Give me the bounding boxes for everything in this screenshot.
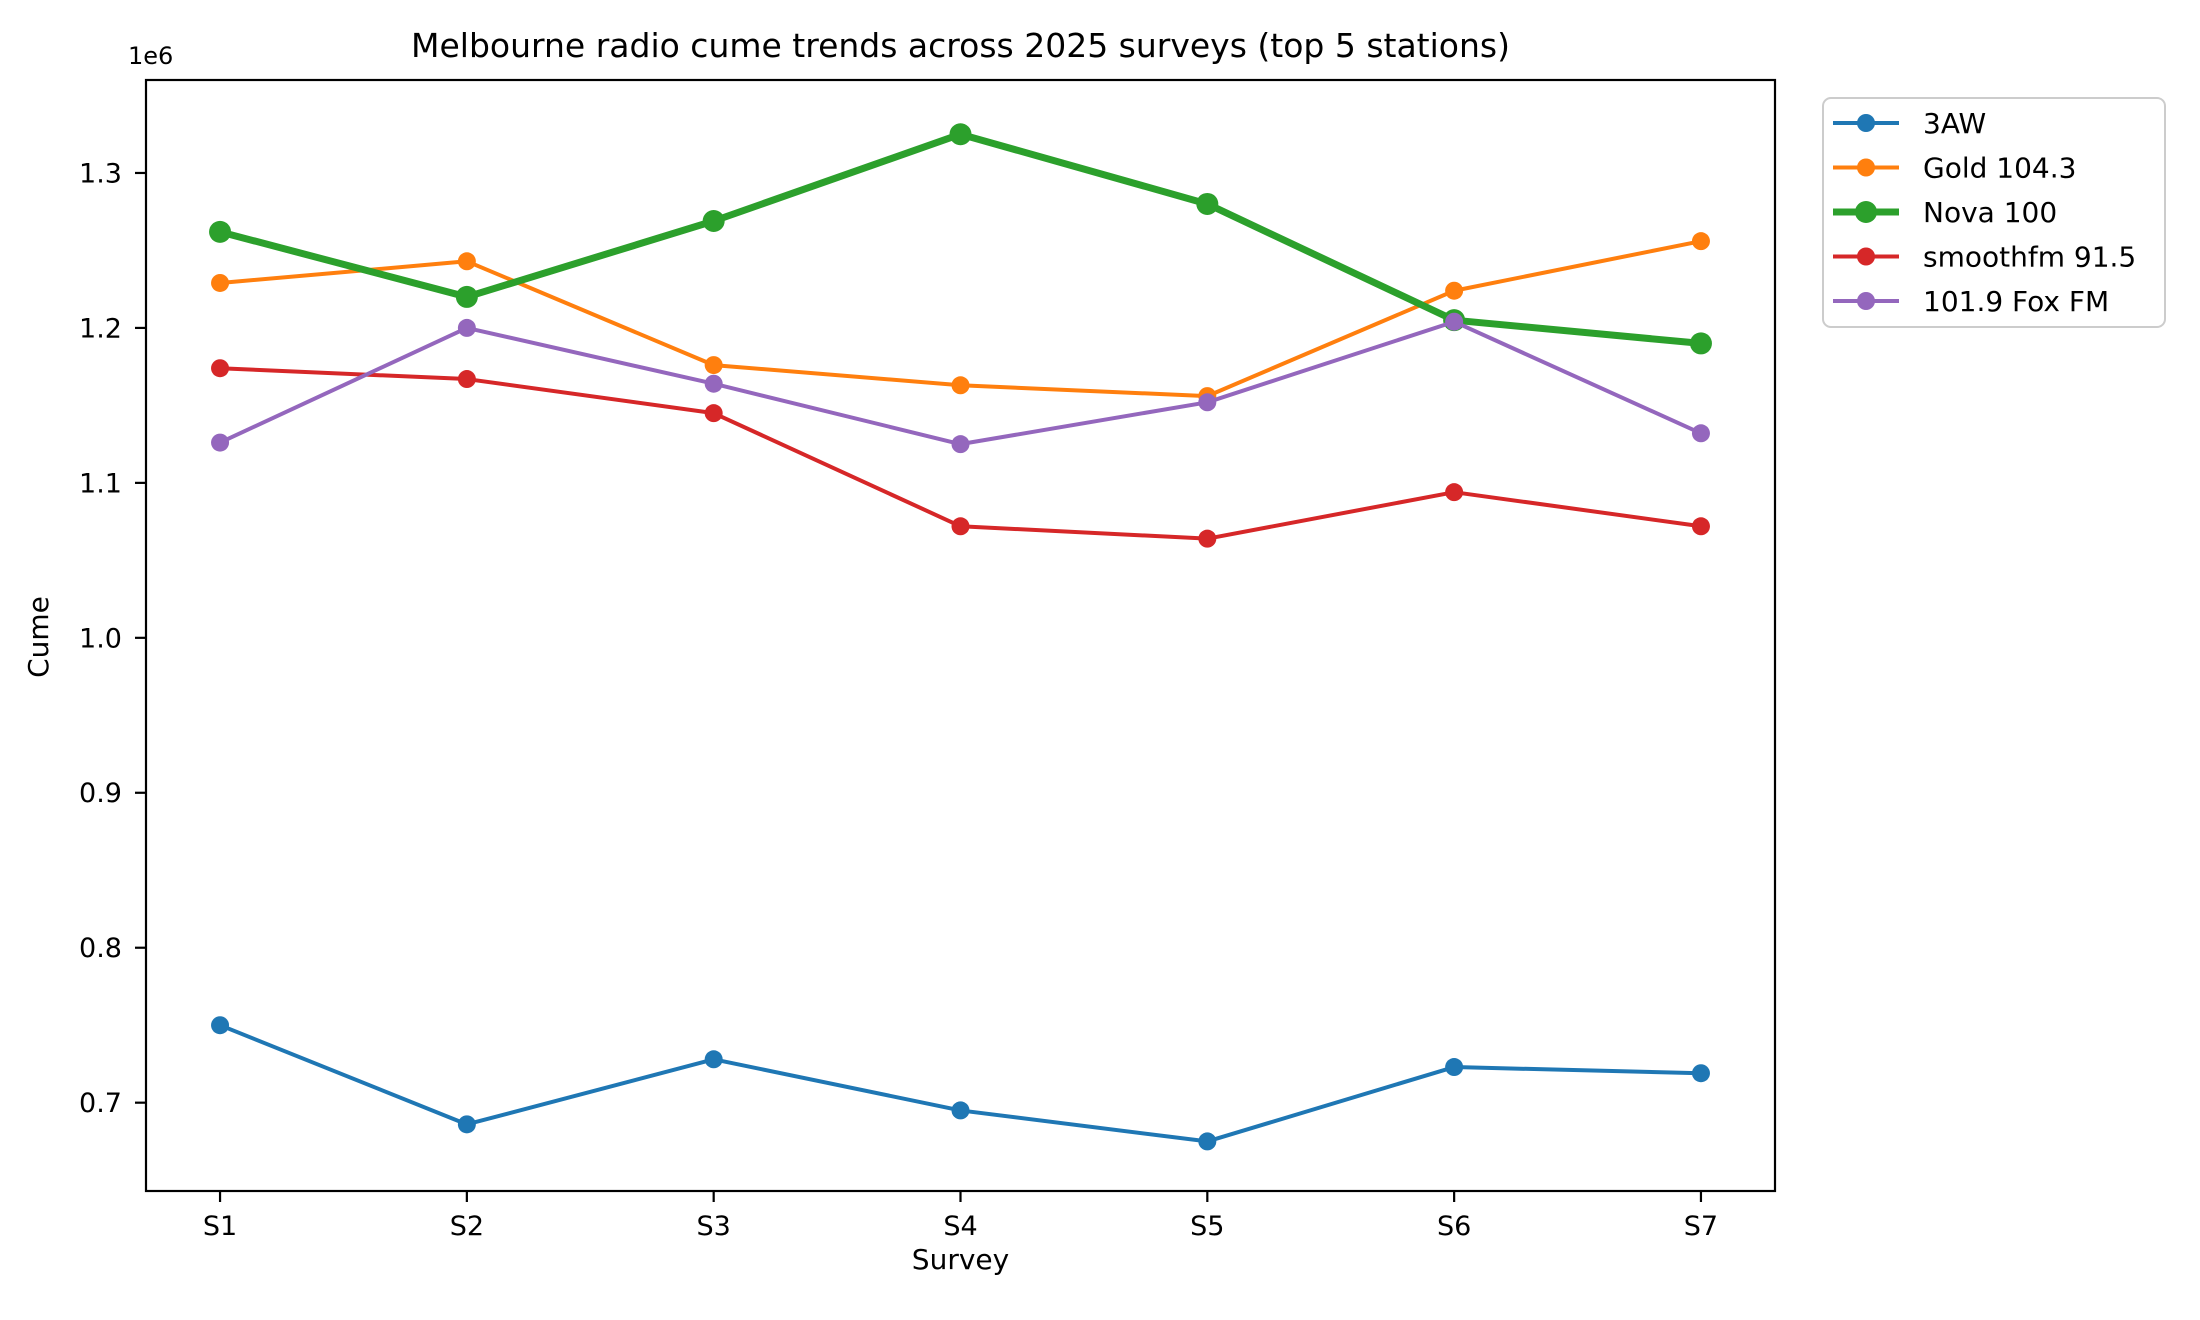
- legend-label: smoothfm 91.5: [1923, 240, 2136, 273]
- legend-label: 3AW: [1923, 107, 1986, 140]
- y-tick-label: 1.1: [79, 468, 122, 499]
- y-axis: 0.7 0.8 0.9 1.0 1.1 1.2 1.3: [79, 158, 146, 1119]
- legend-marker: [1857, 158, 1875, 177]
- data-point: [1691, 1064, 1710, 1083]
- data-point: [702, 210, 725, 233]
- data-point: [457, 370, 476, 389]
- data-point: [949, 123, 972, 146]
- data-point: [1445, 1058, 1464, 1077]
- legend-marker: [1857, 114, 1875, 132]
- series-nova-100: [209, 123, 1712, 355]
- legend: 3AW Gold 104.3 Nova 100 smoothfm 91.5 101.9 …: [1822, 97, 2166, 328]
- legend-item-101-9-fox-fm: 101.9 Fox FM: [1833, 285, 2109, 318]
- legend-box: [1822, 97, 2166, 328]
- x-tick-label: S7: [1684, 1211, 1718, 1242]
- series-3aw: [211, 1016, 1710, 1151]
- legend-label: Nova 100: [1923, 196, 2057, 229]
- data-point: [209, 220, 232, 243]
- data-point: [457, 318, 476, 337]
- y-tick-label: 1.3: [79, 158, 122, 189]
- series-line: [216, 130, 1705, 347]
- series-line: [218, 1023, 1703, 1144]
- data-point: [951, 376, 970, 395]
- x-tick-label: S4: [943, 1211, 977, 1242]
- data-point: [1445, 281, 1464, 300]
- data-point: [1691, 232, 1710, 251]
- y-tick-label: 0.8: [79, 933, 122, 964]
- data-point: [1196, 192, 1219, 215]
- data-point: [211, 1016, 230, 1035]
- x-tick-label: S5: [1190, 1211, 1224, 1242]
- legend-label: 101.9 Fox FM: [1923, 285, 2109, 318]
- x-tick-label: S2: [450, 1211, 484, 1242]
- series-line: [218, 239, 1703, 399]
- data-point: [457, 252, 476, 271]
- y-axis-label: Cume: [22, 596, 55, 678]
- x-tick-label: S3: [697, 1211, 731, 1242]
- legend-marker: [1857, 292, 1875, 310]
- data-point: [951, 435, 970, 454]
- data-point: [1198, 393, 1217, 412]
- legend-item-smoothfm-91-5: smoothfm 91.5: [1833, 240, 2136, 273]
- plot-frame: [144, 78, 1777, 1193]
- data-point: [951, 1101, 970, 1120]
- x-tick-label: S6: [1437, 1211, 1471, 1242]
- data-point: [704, 356, 723, 375]
- legend-item-3aw: 3AW: [1833, 107, 1986, 140]
- data-point: [1445, 483, 1464, 502]
- data-point: [1198, 1132, 1217, 1151]
- x-axis: S1 S2 S3 S4 S5 S6 S7: [203, 1191, 1718, 1242]
- y-tick-label: 1.0: [79, 623, 122, 654]
- x-axis-label: Survey: [911, 1243, 1010, 1276]
- data-point: [704, 404, 723, 423]
- data-point: [951, 517, 970, 536]
- data-point: [1445, 312, 1464, 331]
- legend-marker: [1855, 201, 1877, 223]
- data-point: [704, 374, 723, 393]
- data-point: [457, 1115, 476, 1134]
- data-point: [1689, 332, 1712, 355]
- y-tick-label: 1.2: [79, 313, 122, 344]
- legend-marker: [1857, 247, 1875, 266]
- series-smoothfm-91-5: [211, 359, 1710, 548]
- data-point: [455, 285, 478, 308]
- data-point: [211, 273, 230, 292]
- data-point: [1198, 529, 1217, 548]
- legend-item-nova-100: Nova 100: [1833, 196, 2057, 229]
- chart-title: Melbourne radio cume trends across 2025 …: [411, 26, 1510, 65]
- data-point: [211, 433, 230, 452]
- data-point: [211, 359, 230, 378]
- y-axis-offset-label: 1e6: [128, 42, 174, 70]
- y-tick-label: 0.7: [79, 1088, 122, 1119]
- data-point: [704, 1050, 723, 1069]
- y-tick-label: 0.9: [79, 778, 122, 809]
- data-point: [1691, 424, 1710, 443]
- legend-label: Gold 104.3: [1923, 151, 2076, 184]
- data-point: [1691, 517, 1710, 536]
- legend-item-gold-104-3: Gold 104.3: [1833, 151, 2076, 184]
- x-tick-label: S1: [203, 1211, 237, 1242]
- series-101-9-fox-fm: [211, 312, 1710, 454]
